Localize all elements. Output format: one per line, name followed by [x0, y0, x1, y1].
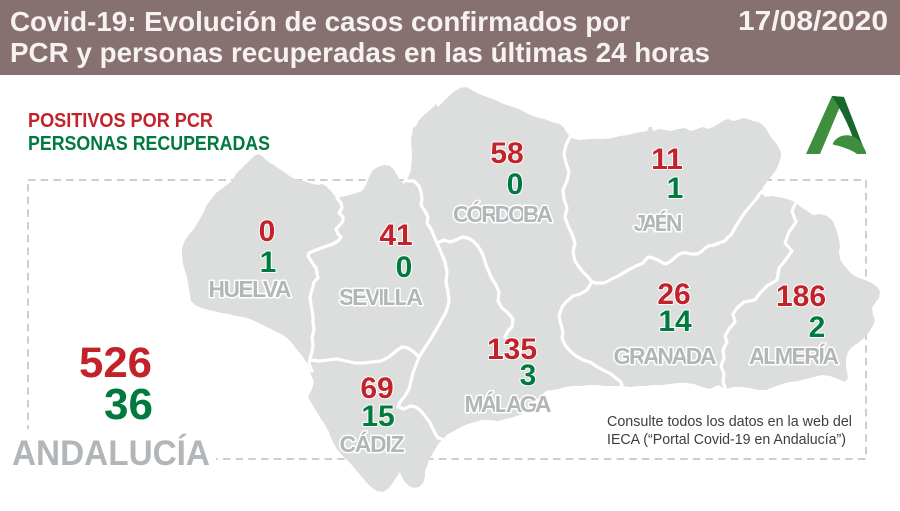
svg-text:MÁLAGA: MÁLAGA — [465, 390, 552, 417]
svg-text:135: 135 — [487, 333, 537, 366]
svg-text:2: 2 — [809, 311, 826, 344]
svg-text:HUELVA: HUELVA — [209, 276, 292, 302]
svg-text:POSITIVOS POR PCR: POSITIVOS POR PCR — [28, 109, 213, 132]
svg-text:69: 69 — [360, 372, 393, 405]
svg-text:3: 3 — [520, 359, 537, 392]
svg-text:11: 11 — [651, 143, 683, 176]
svg-text:GRANADA: GRANADA — [614, 343, 717, 369]
svg-text:17/08/2020: 17/08/2020 — [738, 5, 888, 36]
svg-text:PERSONAS RECUPERADAS: PERSONAS RECUPERADAS — [28, 132, 270, 155]
svg-text:1: 1 — [667, 172, 684, 205]
svg-text:36: 36 — [104, 380, 153, 429]
svg-text:526: 526 — [79, 339, 152, 387]
svg-text:ALMERÍA: ALMERÍA — [749, 342, 839, 369]
svg-text:PCR y personas recuperadas en: PCR y personas recuperadas en las última… — [10, 37, 710, 68]
svg-text:Covid-19: Evolución de casos c: Covid-19: Evolución de casos confirmados… — [10, 6, 630, 37]
svg-text:186: 186 — [776, 280, 826, 313]
svg-text:IECA (“Portal Covid-19 en Anda: IECA (“Portal Covid-19 en Andalucía”) — [607, 432, 846, 448]
svg-text:CÁDIZ: CÁDIZ — [340, 430, 405, 457]
svg-text:41: 41 — [379, 219, 412, 252]
svg-text:1: 1 — [260, 246, 277, 279]
svg-text:CÓRDOBA: CÓRDOBA — [453, 200, 553, 227]
svg-text:ANDALUCÍA: ANDALUCÍA — [12, 433, 210, 473]
svg-text:58: 58 — [490, 137, 523, 170]
svg-text:0: 0 — [259, 215, 276, 248]
svg-text:JAÉN: JAÉN — [634, 209, 683, 236]
svg-text:14: 14 — [658, 305, 692, 338]
svg-text:SEVILLA: SEVILLA — [339, 284, 423, 310]
svg-text:26: 26 — [657, 278, 690, 311]
svg-text:15: 15 — [361, 400, 394, 433]
svg-text:0: 0 — [396, 251, 413, 284]
svg-text:Consulte todos los datos en la: Consulte todos los datos en la web del — [607, 414, 852, 430]
svg-text:0: 0 — [507, 168, 524, 201]
